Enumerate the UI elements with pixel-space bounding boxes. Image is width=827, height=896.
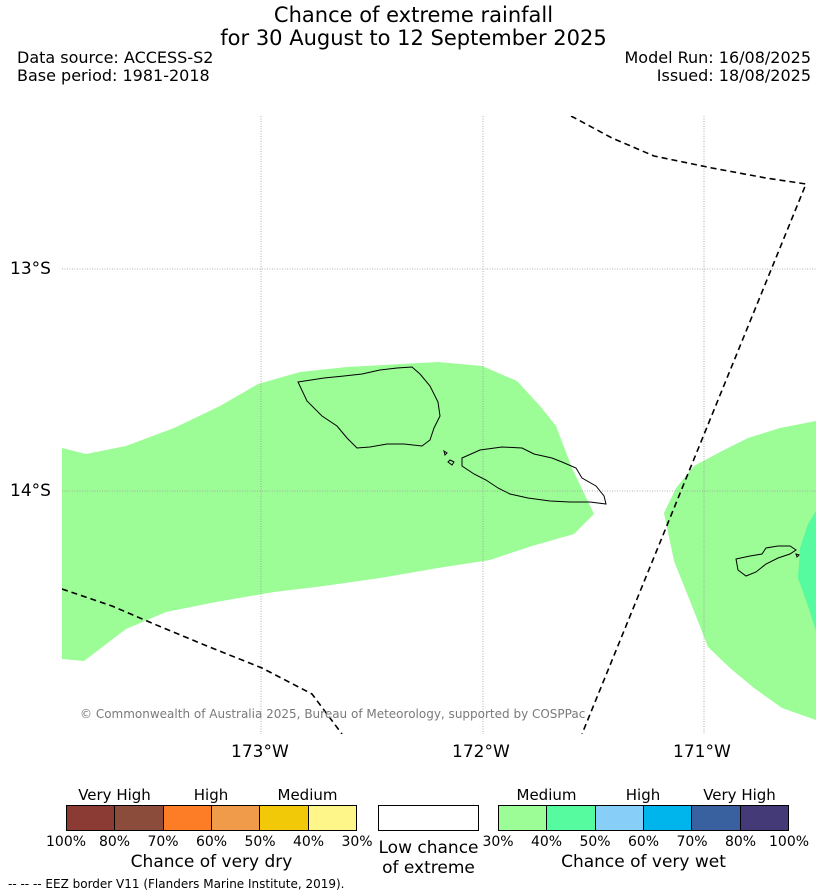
dry-swatch-4 bbox=[260, 806, 309, 830]
medium-wet-region-west bbox=[62, 362, 594, 661]
title-line-1: Chance of extreme rainfall bbox=[273, 3, 554, 27]
dry-swatch-1 bbox=[115, 806, 164, 830]
wet-tick-1: 40% bbox=[530, 834, 563, 850]
lat-label-13s: 13°S bbox=[10, 259, 51, 279]
issued-date: Issued: 18/08/2025 bbox=[656, 66, 811, 85]
dry-tick-3: 60% bbox=[195, 834, 228, 850]
title-line-2: for 30 August to 12 September 2025 bbox=[220, 26, 607, 50]
dry-label-medium: Medium bbox=[277, 786, 338, 804]
dry-tick-5: 40% bbox=[292, 834, 325, 850]
data-source: Data source: ACCESS-S2 bbox=[17, 48, 214, 67]
low-chance-label-2: of extreme bbox=[382, 858, 475, 878]
aunuu-island bbox=[795, 553, 800, 558]
dry-swatch-3 bbox=[211, 806, 261, 830]
savaii-island bbox=[297, 366, 441, 449]
dry-tick-2: 70% bbox=[147, 834, 179, 850]
wet-tick-0: 30% bbox=[482, 834, 514, 850]
dry-swatch-0 bbox=[67, 806, 116, 830]
wet-label-very-high: Very High bbox=[703, 786, 776, 804]
dry-label-high: High bbox=[193, 786, 229, 804]
dry-title: Chance of very dry bbox=[130, 852, 293, 872]
dry-tick-0: 100% bbox=[46, 834, 87, 850]
wet-swatch-0 bbox=[499, 806, 548, 830]
high-wet-region bbox=[798, 511, 816, 631]
lon-label-173w: 173°W bbox=[231, 742, 289, 762]
manono-island bbox=[447, 459, 455, 466]
wet-tick-5: 80% bbox=[724, 834, 757, 850]
wet-label-medium: Medium bbox=[516, 786, 577, 804]
dry-swatch-5 bbox=[308, 806, 356, 830]
dry-ticks: 100% 80% 70% 60% 50% 40% 30% bbox=[46, 834, 373, 852]
model-run: Model Run: 16/08/2025 bbox=[624, 48, 812, 67]
eez-footnote: -- -- -- EEZ border V11 (Flanders Marine… bbox=[8, 877, 345, 891]
map-credit: © Commonwealth of Australia 2025, Bureau… bbox=[80, 707, 586, 721]
apolima-island bbox=[443, 449, 448, 456]
eez-border bbox=[62, 116, 808, 734]
wet-swatch-3 bbox=[643, 806, 693, 830]
base-period: Base period: 1981-2018 bbox=[17, 66, 210, 85]
dry-tick-4: 50% bbox=[244, 834, 276, 850]
dry-colorbar bbox=[66, 805, 357, 831]
wet-tick-4: 70% bbox=[676, 834, 708, 850]
wet-label-high: High bbox=[625, 786, 661, 804]
wet-tick-6: 100% bbox=[769, 834, 810, 850]
wet-swatch-1 bbox=[547, 806, 596, 830]
wet-swatch-5 bbox=[740, 806, 788, 830]
dry-tick-1: 80% bbox=[98, 834, 131, 850]
dry-label-very-high: Very High bbox=[78, 786, 151, 804]
dry-tick-6: 30% bbox=[341, 834, 373, 850]
lon-label-171w: 171°W bbox=[673, 742, 731, 762]
map-panel[interactable] bbox=[62, 116, 816, 734]
coastlines bbox=[297, 366, 800, 577]
low-chance-label-1: Low chance bbox=[378, 838, 479, 858]
low-chance-swatch bbox=[378, 805, 479, 831]
wet-swatch-4 bbox=[692, 806, 741, 830]
lon-label-172w: 172°W bbox=[452, 742, 510, 762]
wet-ticks: 30% 40% 50% 60% 70% 80% 100% bbox=[482, 834, 809, 852]
graticule bbox=[62, 116, 816, 734]
upolu-island bbox=[461, 446, 607, 505]
wet-tick-2: 50% bbox=[579, 834, 611, 850]
tutuila-island bbox=[735, 545, 797, 577]
medium-wet-region-east bbox=[664, 421, 816, 720]
wet-colorbar bbox=[498, 805, 789, 831]
wet-title: Chance of very wet bbox=[561, 852, 726, 872]
wet-tick-3: 60% bbox=[627, 834, 660, 850]
lat-label-14s: 14°S bbox=[10, 481, 51, 501]
dry-swatch-2 bbox=[163, 806, 212, 830]
wet-swatch-2 bbox=[595, 806, 644, 830]
